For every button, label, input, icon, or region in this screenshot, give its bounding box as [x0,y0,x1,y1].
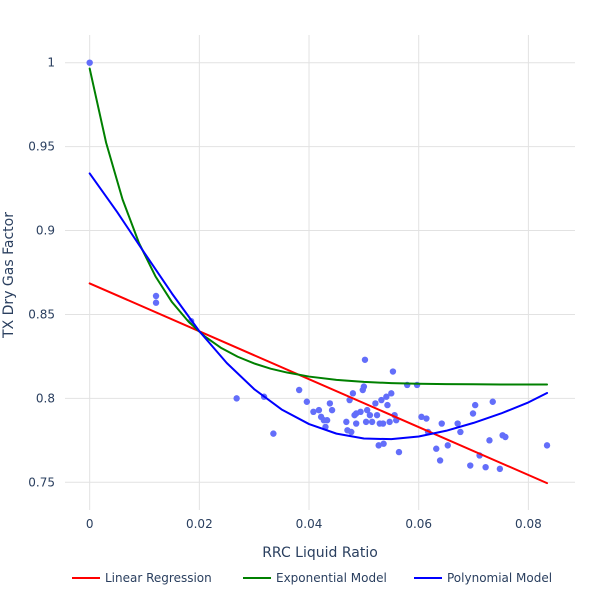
scatter-point [433,445,440,452]
scatter-point [389,368,397,375]
scatter-point [361,356,369,363]
scatter-point [343,418,350,426]
scatter-point [438,420,445,427]
scatter-point [310,408,317,416]
scatter-point [502,433,509,441]
scatter-point [496,465,504,473]
series-line-linear-regression [88,282,549,485]
x-tick-label: 0 [86,517,94,531]
scatter-point [368,418,376,426]
scatter-point [395,448,403,456]
scatter-point [366,411,374,419]
scatter-point [384,401,391,409]
scatter-point [489,398,496,405]
scatter-point [233,395,240,402]
scatter-point [380,440,387,447]
x-tick-label: 0.08 [515,517,542,531]
scatter-point [444,442,451,449]
y-tick-labels: 0.75 0.8 0.85 0.9 0.95 1 [28,56,55,490]
y-tick-label: 0.75 [28,475,55,489]
scatter-point [348,428,355,436]
y-tick-label: 0.85 [28,307,55,321]
scatter-point [362,418,370,426]
series-line-exponential-model [88,67,549,386]
y-tick-label: 1 [47,56,55,70]
scatter-point [270,430,277,437]
x-axis-title: RRC Liquid Ratio [262,545,378,561]
scatter-point [373,411,381,419]
legend: Linear Regression Exponential Model Polyno… [72,571,552,585]
scatter-point [486,437,493,444]
scatter-point [86,59,93,66]
legend-label: Polynomial Model [447,571,552,585]
scatter-point [457,428,464,436]
legend-label: Exponential Model [276,571,387,585]
scatter-point [323,417,331,424]
scatter-point [454,420,461,427]
scatter-point [375,442,382,449]
scatter-point [372,400,379,407]
scatter-point [379,420,387,427]
x-tick-labels: 0 0.02 0.04 0.06 0.08 [86,517,542,531]
legend-item[interactable]: Polynomial Model [414,571,552,585]
scatter-point [152,292,160,300]
series-lines [88,67,549,485]
legend-label: Linear Regression [105,571,212,585]
scatter-point [315,406,323,414]
scatter-point [418,413,425,421]
legend-item[interactable]: Exponential Model [243,571,387,585]
x-tick-label: 0.02 [186,517,213,531]
x-gridlines [89,35,529,510]
scatter-point [378,396,385,404]
x-tick-label: 0.06 [405,517,432,531]
scatter-point [363,406,371,414]
scatter-point [352,420,360,427]
scatter-point [467,462,474,469]
scatter-point [303,398,311,405]
scatter-point [471,401,479,409]
y-tick-label: 0.95 [28,140,55,154]
y-tick-label: 0.9 [36,224,55,238]
y-tick-label: 0.8 [36,391,55,405]
scatter-point [543,442,551,449]
scatter-point [349,390,357,397]
series-line-polynomial-model [88,172,549,441]
scatter-point [328,406,336,414]
scatter-point [152,299,160,306]
scatter-point [469,410,477,417]
scatter-point [326,400,334,407]
scatter-point [388,390,395,397]
scatter-point [482,463,489,471]
legend-item[interactable]: Linear Regression [72,571,212,585]
y-gridlines [65,62,575,483]
scatter-point [423,415,430,422]
scatter-point [383,393,390,400]
scatter-point [360,383,368,390]
scatter-point [357,408,364,416]
x-tick-label: 0.04 [296,517,323,531]
scatter-point [436,457,444,464]
y-axis-title: TX Dry Gas Factor [1,212,17,339]
scatter-point [295,386,303,394]
scatter-point [386,418,393,426]
